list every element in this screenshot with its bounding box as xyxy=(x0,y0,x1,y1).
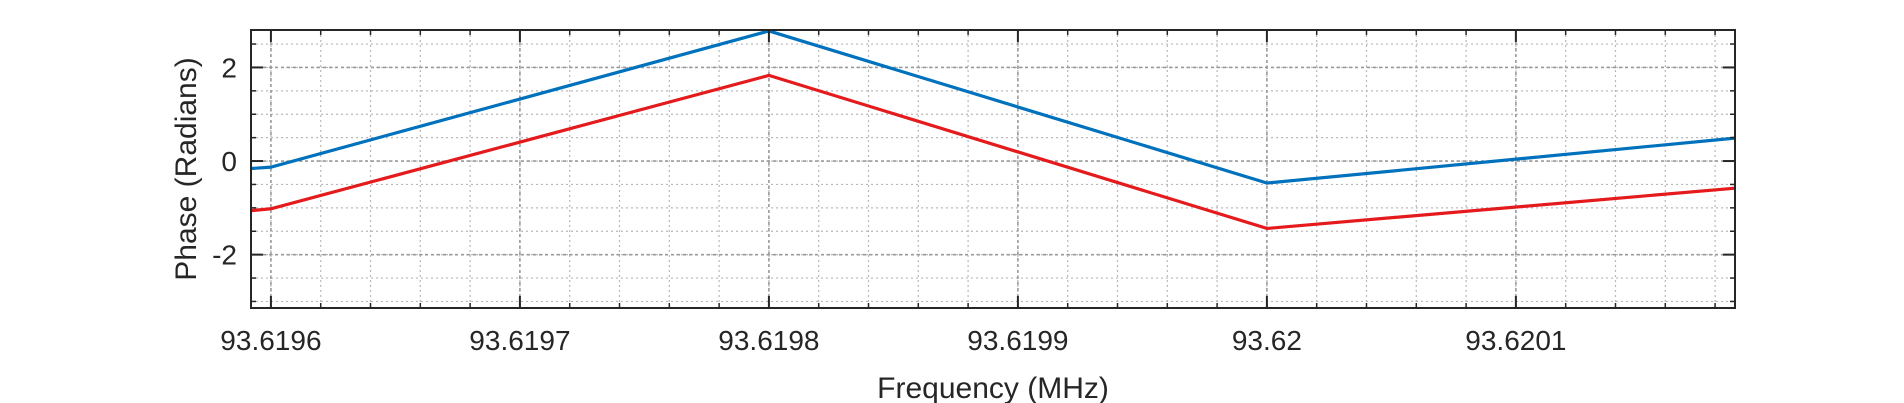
x-tick-label: 93.6201 xyxy=(1465,325,1566,356)
x-tick-label: 93.6197 xyxy=(469,325,570,356)
series-line-2 xyxy=(250,73,1736,231)
tick-marks xyxy=(251,30,1735,308)
y-tick-label: 0 xyxy=(221,146,237,177)
x-tick-label: 93.6198 xyxy=(718,325,819,356)
y-axis-label: Phase (Radians) xyxy=(170,57,203,280)
y-tick-label: 2 xyxy=(221,52,237,83)
plot-frame xyxy=(250,29,1736,309)
plot-background xyxy=(251,30,1735,308)
x-axis-label: Frequency (MHz) xyxy=(877,372,1109,403)
y-tick-label: -2 xyxy=(212,240,237,271)
x-tick-label: 93.62 xyxy=(1232,325,1302,356)
x-tick-labels: 93.6196 93.6197 93.6198 93.6199 93.62 93.6201 xyxy=(220,325,1566,356)
x-tick-label: 93.6196 xyxy=(220,325,321,356)
y-tick-labels: -2 0 2 xyxy=(212,52,237,270)
x-tick-label: 93.6199 xyxy=(967,325,1068,356)
